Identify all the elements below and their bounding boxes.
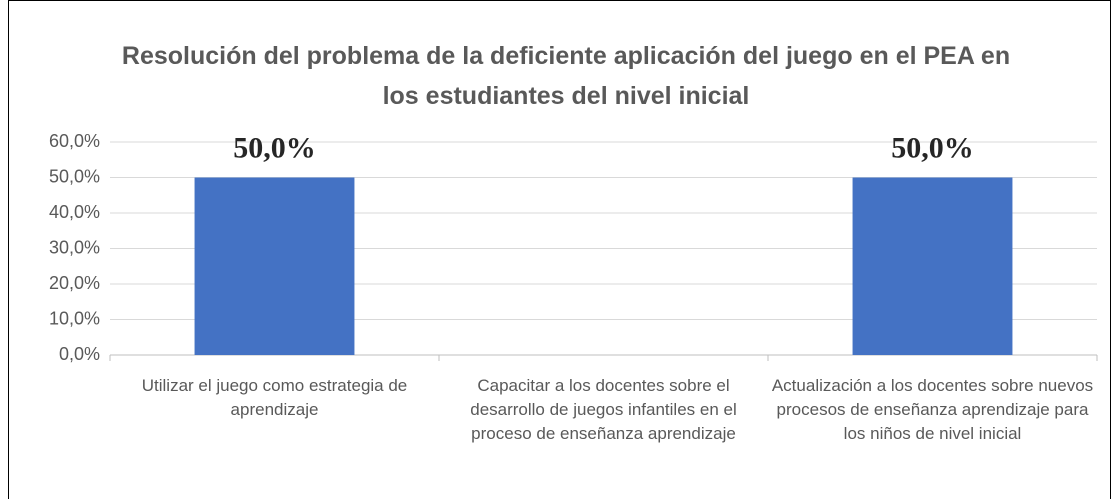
chart-title: Resolución del problema de la deficiente…: [121, 42, 1011, 110]
y-tick-label: 10,0%: [49, 308, 100, 328]
bar: [852, 177, 1013, 355]
y-tick-label: 30,0%: [49, 237, 100, 257]
x-tick-label: Capacitar a los docentes sobre el desarr…: [470, 376, 737, 443]
bar: [194, 177, 355, 355]
y-tick-label: 60,0%: [49, 131, 100, 151]
y-tick-label: 50,0%: [49, 166, 100, 186]
y-tick-label: 40,0%: [49, 202, 100, 222]
data-label: 50,0%: [233, 131, 316, 164]
data-label: 50,0%: [891, 131, 974, 164]
x-tick-label: Actualización a los docentes sobre nuevo…: [771, 376, 1094, 443]
y-tick-label: 0,0%: [59, 344, 100, 364]
y-tick-label: 20,0%: [49, 273, 100, 293]
x-tick-label: Utilizar el juego como estrategia de apr…: [141, 376, 408, 419]
